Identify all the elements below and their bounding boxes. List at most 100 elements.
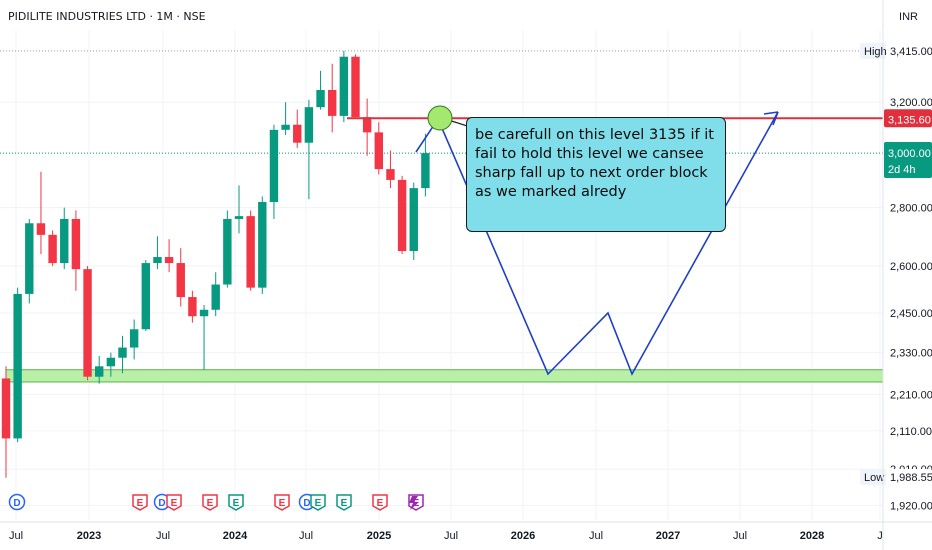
y-tick-label: 2,110.00: [890, 426, 932, 438]
low-label-tag-bg: [860, 469, 886, 485]
y-tick-label: 2,600.00: [890, 261, 932, 273]
x-tick-label: 2028: [800, 530, 824, 542]
y-tick-label: 1,920.00: [890, 500, 932, 512]
x-tick-label: Jul: [733, 530, 747, 542]
y-tick-label: 2,800.00: [890, 203, 932, 215]
candle-body[interactable]: [141, 263, 150, 330]
low-value-tag-bg: [886, 469, 932, 485]
candle-body[interactable]: [36, 223, 46, 235]
last-price-value: 3,000.00: [888, 148, 931, 160]
event-letter: E: [341, 498, 348, 509]
event-letter: E: [207, 498, 214, 509]
high-value-tag: 3,415.00: [890, 46, 932, 58]
candle-body[interactable]: [316, 89, 325, 108]
annotation-callout[interactable]: be carefull on this level 3135 if it fai…: [466, 117, 726, 232]
earnings-event-marker[interactable]: [202, 494, 218, 511]
y-tick-label: 2,450.00: [890, 308, 932, 320]
high-value-tag-bg: [886, 42, 932, 59]
event-letter: D: [13, 498, 20, 509]
earnings-event-marker[interactable]: [372, 494, 388, 511]
x-tick-label: 2027: [656, 530, 680, 542]
candle-body[interactable]: [188, 297, 197, 317]
x-tick-label: 2024: [223, 530, 248, 542]
dividend-event-marker[interactable]: [8, 493, 26, 511]
x-tick-label: 2023: [77, 530, 101, 542]
y-tick-label: 2,210.00: [890, 389, 932, 401]
countdown-timer: 2d 4h: [888, 164, 916, 176]
x-tick-label: 2026: [511, 530, 535, 542]
candle-body[interactable]: [328, 89, 337, 116]
candle-body[interactable]: [25, 223, 34, 294]
x-tick-label: Jul: [9, 530, 23, 542]
event-letter: D: [158, 498, 165, 509]
projection-arrowhead: [763, 111, 779, 126]
candle-body[interactable]: [153, 257, 162, 264]
y-tick-label: 2,330.00: [890, 348, 932, 360]
candle-body[interactable]: [176, 263, 185, 298]
candle-body[interactable]: [339, 56, 349, 116]
candle-body[interactable]: [106, 357, 116, 367]
candle-body[interactable]: [199, 309, 209, 317]
level-price-tag-bg: [884, 109, 932, 128]
y-tick-label: 3,200.00: [890, 97, 932, 109]
candle-body[interactable]: [258, 201, 267, 288]
low-label-tag: Low: [864, 472, 884, 484]
last-price-tag: [884, 142, 932, 178]
x-tick-label: Jul: [444, 530, 458, 542]
candle-body[interactable]: [48, 234, 57, 264]
candle-body[interactable]: [362, 117, 372, 133]
candle-body[interactable]: [234, 216, 244, 219]
candle-body[interactable]: [83, 269, 92, 377]
event-letter: E: [171, 498, 178, 509]
demand-zone[interactable]: [5, 369, 884, 383]
earnings-event-marker[interactable]: [228, 494, 244, 511]
currency-label[interactable]: INR: [899, 11, 918, 23]
x-tick-label: Jul: [589, 530, 603, 542]
event-letter: E: [377, 498, 384, 509]
high-label-tag-bg: [860, 42, 886, 59]
symbol-title[interactable]: PIDILITE INDUSTRIES LTD · 1M · NSE: [8, 10, 206, 23]
earnings-event-marker[interactable]: [336, 494, 352, 511]
event-letter: E: [233, 498, 240, 509]
candle-body[interactable]: [351, 56, 360, 118]
candle-body[interactable]: [1, 378, 11, 439]
candle-body[interactable]: [71, 218, 81, 270]
earnings-event-marker[interactable]: [132, 494, 148, 511]
event-letter: D: [303, 498, 310, 509]
candle-body[interactable]: [13, 293, 22, 439]
x-tick-label: Jul: [299, 530, 313, 542]
level-circle-marker[interactable]: [427, 105, 453, 131]
candle-body[interactable]: [293, 124, 302, 143]
earnings-event-marker[interactable]: [310, 494, 326, 511]
candle-body[interactable]: [269, 129, 279, 202]
candle-body[interactable]: [281, 124, 290, 130]
earnings-event-marker[interactable]: [166, 494, 182, 511]
event-letter: E: [137, 498, 144, 509]
candle-body[interactable]: [118, 347, 127, 358]
candle-body[interactable]: [409, 188, 418, 252]
x-tick-label: J: [877, 530, 883, 542]
candle-body[interactable]: [164, 257, 174, 264]
candle-body[interactable]: [421, 153, 430, 189]
candle-body[interactable]: [386, 169, 395, 180]
split-lightning-icon: [409, 496, 419, 510]
candle-body[interactable]: [60, 218, 69, 264]
candle-body[interactable]: [304, 107, 314, 143]
x-tick-label: Jul: [156, 530, 170, 542]
candle-body[interactable]: [374, 132, 383, 170]
level-price-tag: 3,135.60: [888, 114, 931, 126]
candle-body[interactable]: [223, 218, 232, 285]
candle-body[interactable]: [397, 179, 407, 252]
candle-body[interactable]: [129, 329, 139, 348]
candle-body[interactable]: [246, 216, 255, 288]
low-value-tag: 1,988.55: [890, 472, 932, 484]
earnings-event-marker[interactable]: [274, 494, 290, 511]
x-tick-label: 2025: [367, 530, 391, 542]
candle-body[interactable]: [95, 366, 104, 377]
candle-body[interactable]: [211, 284, 220, 310]
event-letter: E: [279, 498, 286, 509]
high-label-tag: High: [864, 46, 887, 58]
event-letter: E: [315, 498, 322, 509]
